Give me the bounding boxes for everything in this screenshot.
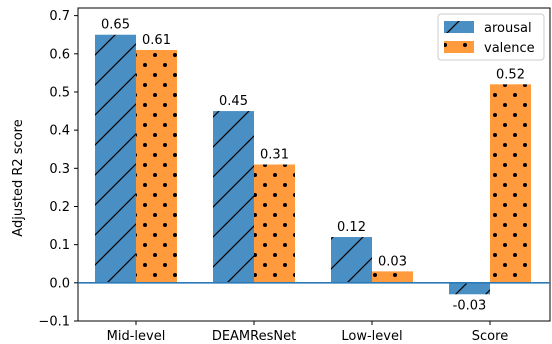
data-labels: 0.65 0.61 0.45 0.31 0.12 0.03 -0.03 0.52 [101, 18, 525, 314]
y-tick-label: 0.3 [49, 162, 70, 177]
x-tick-label: DEAMResNet [212, 329, 296, 344]
y-tick-label: 0.5 [49, 85, 70, 100]
data-label-valence-score: 0.52 [496, 67, 525, 82]
y-tick-label: 0.6 [49, 47, 70, 62]
legend-swatch-valence [444, 41, 474, 53]
data-label-arousal-score: -0.03 [453, 298, 487, 313]
legend-label-arousal: arousal [484, 21, 532, 36]
y-tick-label: 0.7 [49, 9, 70, 24]
bar-valence-score [490, 84, 531, 283]
data-label-arousal-deamresnet: 0.45 [219, 94, 248, 109]
data-label-arousal-mid-level: 0.65 [101, 18, 130, 33]
bar-arousal-low-level [331, 237, 372, 283]
bar-valence-deamresnet [254, 164, 295, 283]
data-label-valence-low-level: 0.03 [378, 254, 407, 269]
y-axis: −0.1 0.0 0.1 0.2 0.3 0.4 0.5 0.6 0.7 [38, 9, 78, 330]
plot-area [77, 7, 551, 322]
x-axis: Mid-level DEAMResNet Low-level Score [107, 321, 508, 344]
x-tick-label: Score [472, 329, 508, 344]
plot-frame [77, 7, 551, 322]
x-tick-label: Low-level [341, 329, 402, 344]
y-tick-label: −0.1 [38, 315, 70, 330]
data-label-arousal-low-level: 0.12 [337, 220, 366, 235]
legend-swatch-arousal [444, 21, 474, 33]
y-axis-title: Adjusted R2 score [11, 119, 26, 236]
y-tick-label: 0.2 [49, 200, 70, 215]
bars [95, 34, 531, 295]
data-label-valence-deamresnet: 0.31 [260, 148, 289, 163]
legend: arousal valence [437, 13, 545, 61]
data-label-valence-mid-level: 0.61 [142, 33, 171, 48]
bar-valence-low-level [372, 271, 413, 283]
bar-arousal-score [449, 282, 490, 295]
y-tick-label: 0.1 [49, 238, 70, 253]
bar-arousal-deamresnet [213, 111, 254, 283]
bar-valence-mid-level [136, 49, 177, 283]
legend-label-valence: valence [484, 41, 535, 56]
y-tick-label: 0.4 [49, 124, 70, 139]
x-tick-label: Mid-level [107, 329, 166, 344]
y-tick-label: 0.0 [49, 276, 70, 291]
bar-arousal-mid-level [95, 34, 136, 283]
